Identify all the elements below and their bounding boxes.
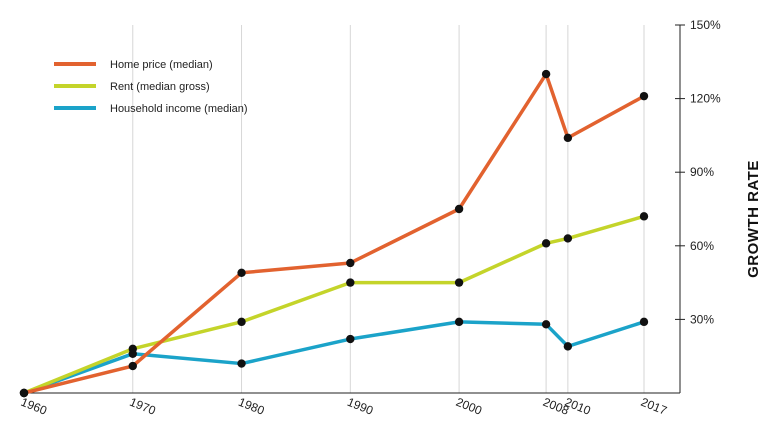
legend-label-1: Rent (median gross) <box>110 81 210 93</box>
y-tick-label-60: 60% <box>690 239 714 253</box>
x-tick-label-2017: 2017 <box>639 395 669 418</box>
data-point-s1-2017 <box>639 212 649 221</box>
axes <box>24 25 681 394</box>
data-point-s0-1980 <box>237 268 246 277</box>
data-point-s0-2017 <box>639 91 649 101</box>
data-points <box>19 69 649 398</box>
data-point-s1-2000 <box>454 278 464 287</box>
data-point-s2-2000 <box>454 317 464 327</box>
series-line-0 <box>22 72 646 395</box>
series-lines <box>22 72 646 395</box>
data-point-s2-1960 <box>19 388 29 398</box>
series-line-1 <box>22 214 646 395</box>
data-point-s1-2008 <box>541 239 551 248</box>
data-point-s2-1990 <box>346 334 355 344</box>
vertical-gridlines <box>132 25 645 393</box>
x-tick-label-2000: 2000 <box>454 395 484 418</box>
data-point-s1-2010 <box>563 234 573 243</box>
data-point-s0-1990 <box>346 258 355 268</box>
data-point-s2-1980 <box>237 359 246 368</box>
data-point-s2-2008 <box>541 320 551 329</box>
data-point-s0-1970 <box>128 361 137 371</box>
data-point-s1-1980 <box>237 317 246 327</box>
x-tick-label-1960: 1960 <box>19 395 49 418</box>
legend: Home price (median) Rent (median gross) Ho… <box>54 59 248 115</box>
legend-label-0: Home price (median) <box>110 59 213 71</box>
y-tick-label-120: 120% <box>690 92 721 106</box>
x-tick-label-1980: 1980 <box>236 395 266 418</box>
data-point-s2-2010 <box>563 342 573 351</box>
y-tick-label-150: 150% <box>690 18 721 32</box>
x-tick-label-1990: 1990 <box>345 395 375 418</box>
series-line-2 <box>22 320 646 395</box>
data-point-s2-1970 <box>128 349 137 358</box>
y-tick-label-30: 30% <box>690 312 714 326</box>
data-point-s2-2017 <box>639 317 649 327</box>
x-tick-label-1970: 1970 <box>128 395 158 418</box>
y-axis-ticks: 30% 60% 90% 120% 150% <box>675 18 721 326</box>
data-point-s1-1990 <box>346 278 355 287</box>
legend-label-2: Household income (median) <box>110 103 248 115</box>
data-point-s0-2010 <box>563 133 573 143</box>
x-tick-label-2010: 2010 <box>563 395 593 418</box>
y-axis-label: GROWTH RATE <box>745 160 762 278</box>
data-point-s0-2000 <box>454 204 464 214</box>
y-tick-label-90: 90% <box>690 165 714 179</box>
data-point-s0-2008 <box>541 69 551 79</box>
